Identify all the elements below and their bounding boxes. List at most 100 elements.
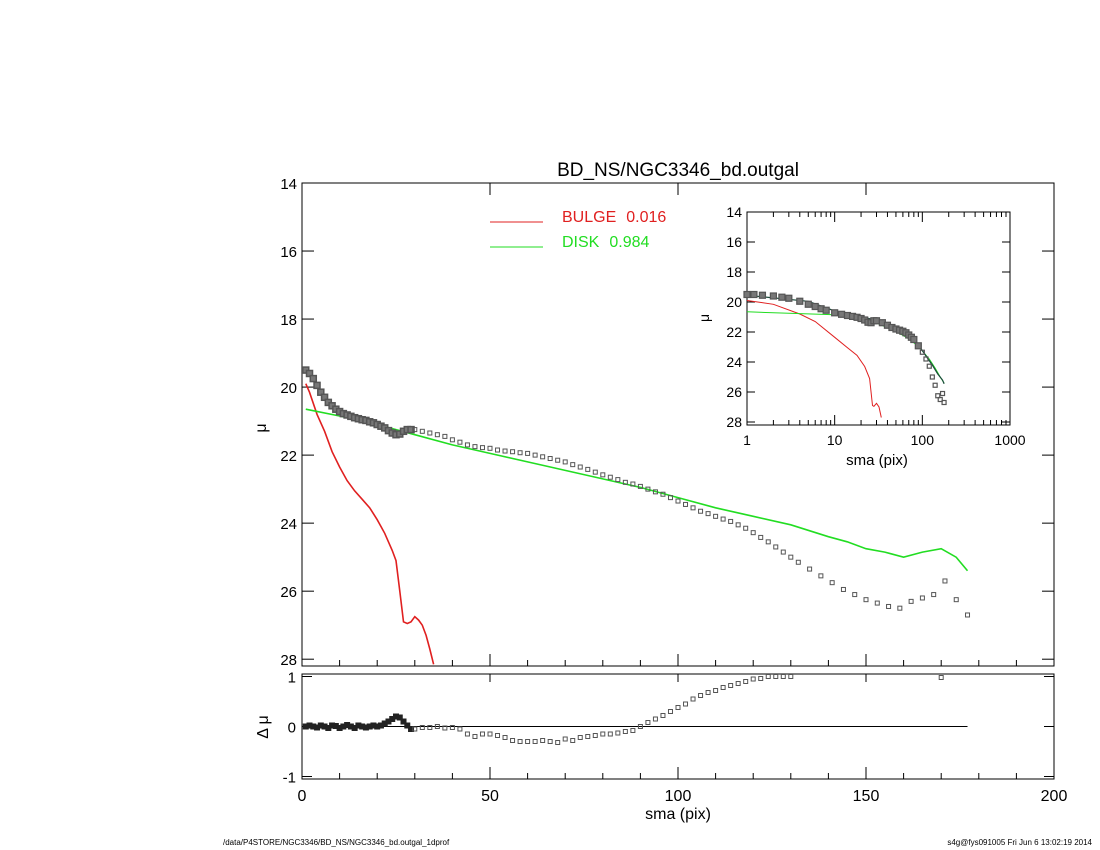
residual-x-tick-label: 100	[665, 788, 692, 805]
residual-y-tick-label: 0	[288, 720, 296, 737]
residual-data-point	[780, 674, 786, 679]
inset-data-point	[778, 293, 786, 301]
main-data-point	[419, 428, 425, 434]
main-data-point	[965, 612, 971, 618]
main-data-point	[788, 554, 794, 560]
inset-data-point	[926, 363, 932, 369]
main-data-point	[555, 457, 561, 463]
inset-data-point	[750, 290, 758, 299]
main-data-point	[320, 393, 329, 402]
residual-data-point	[540, 738, 546, 743]
residual-data-point	[788, 674, 794, 679]
residual-plot-area	[302, 674, 968, 745]
residual-data-point	[487, 731, 493, 737]
main-data-point	[562, 459, 568, 465]
main-data-point	[457, 439, 463, 445]
main-data-point	[931, 592, 937, 598]
main-data-point	[874, 600, 880, 606]
inset-data-point	[932, 382, 938, 388]
main-data-point	[818, 573, 824, 579]
main-data-point	[502, 448, 508, 454]
main-data-point	[908, 598, 914, 604]
inset-y-axis-label: μ	[696, 314, 712, 322]
inset-y-tick-label: 24	[726, 354, 742, 370]
main-y-tick-label: 24	[280, 516, 297, 533]
residual-data-point	[419, 725, 425, 730]
inset-y-tick-label: 14	[726, 204, 742, 220]
residual-data-point	[720, 685, 726, 690]
residual-y-axis: -1 0 1	[283, 670, 1054, 787]
main-data-point	[667, 495, 673, 501]
main-data-point	[532, 452, 538, 458]
inset-x-axis: 1 10 100 1000	[743, 212, 1026, 448]
residual-data-point	[457, 726, 463, 732]
main-data-point	[863, 597, 869, 603]
residual-data-point	[600, 731, 606, 737]
residual-data-point	[412, 726, 418, 732]
residual-x-tick-label: 200	[1041, 788, 1068, 805]
main-y-tick-label: 26	[280, 584, 297, 601]
main-data-point	[305, 369, 314, 378]
residual-data-point	[645, 720, 651, 725]
inset-data-point	[831, 309, 839, 317]
residual-data-point	[615, 730, 621, 736]
residual-data-point	[585, 734, 591, 739]
residual-data-point	[532, 739, 538, 744]
residual-data-point	[547, 739, 553, 744]
main-data-point	[495, 447, 501, 453]
main-data-point	[705, 511, 711, 517]
residual-data-point	[502, 735, 508, 740]
residual-data-point	[683, 701, 689, 707]
main-data-point	[886, 603, 892, 609]
main-y-tick-label: 18	[280, 312, 297, 329]
residual-y-tick-label: -1	[283, 770, 296, 787]
main-data-point	[427, 430, 433, 436]
footer-timestamp: s4g@fys091005 Fri Jun 6 13:02:19 2014	[947, 838, 1092, 847]
main-data-point	[713, 513, 719, 519]
residual-data-point	[408, 726, 415, 732]
main-series-bulge	[305, 383, 435, 665]
residual-data-point	[758, 676, 764, 681]
main-data-point	[720, 516, 726, 522]
residual-data-point	[607, 731, 613, 737]
main-data-point	[690, 505, 696, 511]
residual-data-point	[442, 725, 448, 731]
main-data-point	[615, 477, 621, 483]
residual-data-point	[667, 709, 673, 714]
main-data-point	[607, 474, 613, 480]
main-data-point	[919, 595, 925, 601]
main-series-disk	[305, 408, 969, 572]
inset-data-point	[914, 342, 922, 350]
main-data-point	[622, 479, 628, 485]
residual-data-point	[449, 725, 455, 730]
main-data-point	[407, 425, 415, 434]
main-data-point	[773, 544, 779, 550]
main-data-point	[464, 442, 470, 448]
inset-data-point	[804, 300, 812, 308]
residual-data-point	[400, 718, 407, 725]
residual-data-point	[592, 733, 598, 738]
main-data-point	[517, 450, 523, 456]
inset-plot-frame	[746, 211, 1011, 426]
residual-data-point	[472, 734, 478, 739]
main-x-axis	[301, 183, 1055, 666]
residual-data-point	[630, 728, 636, 733]
main-data-point	[547, 456, 553, 462]
main-y-axis-label: μ	[253, 423, 270, 432]
main-data-point	[577, 464, 583, 470]
inset-x-tick-label: 10	[827, 432, 843, 448]
residual-x-axis-label: sma (pix)	[645, 806, 711, 823]
main-data-point	[829, 580, 835, 586]
inset-y-axis: 14 16 18 20 22 24 26 28	[726, 204, 1010, 430]
inset-data-point	[743, 290, 751, 299]
main-data-point	[570, 462, 576, 468]
residual-data-point	[675, 705, 681, 710]
residual-data-point	[622, 729, 628, 734]
inset-y-tick-label: 28	[726, 414, 742, 430]
residual-data-point	[525, 739, 531, 744]
main-y-tick-label: 22	[280, 448, 297, 465]
inset-data-point	[758, 291, 767, 299]
main-data-point	[592, 469, 598, 475]
main-data-point	[743, 525, 749, 531]
chart-title: BD_NS/NGC3346_bd.outgal	[557, 160, 799, 181]
